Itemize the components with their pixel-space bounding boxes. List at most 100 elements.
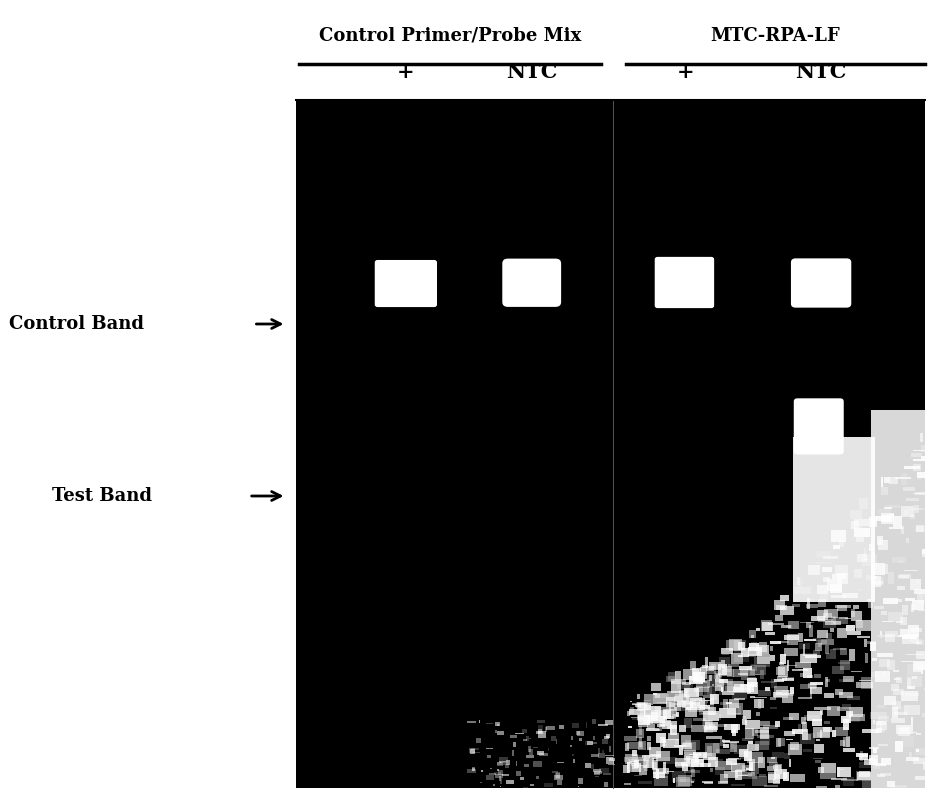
Bar: [654, 767, 669, 774]
Bar: [849, 649, 855, 661]
Bar: [843, 718, 849, 730]
Bar: [604, 782, 608, 787]
Bar: [837, 628, 847, 638]
Bar: [719, 685, 735, 695]
Bar: [660, 716, 667, 726]
Bar: [817, 610, 828, 620]
Bar: [836, 566, 848, 575]
Bar: [706, 666, 714, 671]
Bar: [774, 686, 788, 698]
Bar: [920, 433, 923, 442]
Bar: [871, 576, 881, 586]
Bar: [775, 600, 785, 610]
Bar: [743, 767, 752, 768]
Bar: [557, 780, 562, 786]
Bar: [665, 717, 676, 719]
Bar: [818, 619, 833, 622]
Bar: [592, 754, 599, 758]
Bar: [907, 676, 922, 687]
Bar: [843, 737, 850, 747]
Bar: [731, 784, 746, 786]
Bar: [628, 726, 632, 728]
Bar: [832, 666, 844, 674]
Bar: [677, 701, 693, 706]
Bar: [643, 700, 651, 701]
Bar: [597, 748, 600, 754]
Bar: [899, 728, 910, 736]
Bar: [690, 702, 700, 709]
Bar: [674, 696, 689, 702]
Bar: [896, 621, 902, 622]
Bar: [682, 764, 687, 770]
Bar: [889, 514, 894, 518]
Bar: [577, 786, 579, 787]
Bar: [914, 732, 916, 733]
Bar: [834, 545, 840, 549]
Bar: [880, 773, 891, 775]
Bar: [784, 753, 790, 759]
Bar: [782, 678, 793, 682]
FancyBboxPatch shape: [502, 258, 562, 307]
Bar: [749, 762, 753, 771]
Bar: [783, 647, 798, 655]
Bar: [790, 774, 805, 782]
Bar: [655, 706, 671, 717]
Bar: [675, 707, 685, 711]
Bar: [778, 738, 785, 746]
Bar: [873, 765, 880, 769]
Bar: [481, 782, 483, 783]
Bar: [878, 717, 889, 721]
Bar: [746, 768, 752, 770]
Bar: [529, 738, 531, 739]
Bar: [703, 694, 714, 698]
Bar: [930, 662, 939, 665]
Bar: [554, 775, 562, 780]
Bar: [500, 778, 501, 784]
Bar: [755, 730, 769, 733]
Bar: [837, 767, 839, 778]
Bar: [872, 576, 877, 579]
Bar: [646, 729, 660, 731]
Bar: [495, 722, 500, 726]
Bar: [793, 437, 874, 602]
Bar: [585, 741, 593, 746]
Bar: [808, 598, 809, 609]
Text: Control Band: Control Band: [9, 315, 145, 333]
Bar: [858, 754, 868, 760]
Bar: [808, 626, 813, 637]
Bar: [669, 700, 670, 709]
Bar: [748, 741, 753, 745]
Bar: [669, 672, 676, 682]
Bar: [709, 724, 715, 728]
Bar: [704, 782, 713, 784]
Bar: [877, 729, 885, 732]
Bar: [842, 593, 858, 598]
Bar: [906, 757, 919, 761]
Bar: [788, 634, 797, 646]
Bar: [671, 714, 676, 718]
Bar: [845, 594, 848, 595]
Bar: [691, 759, 704, 766]
Bar: [854, 529, 870, 537]
Bar: [719, 738, 726, 746]
Bar: [739, 750, 747, 758]
Bar: [629, 709, 645, 714]
Bar: [866, 575, 872, 580]
Bar: [756, 711, 761, 716]
Bar: [691, 769, 695, 777]
Bar: [533, 747, 538, 748]
Bar: [530, 750, 532, 755]
Bar: [879, 743, 887, 746]
Bar: [692, 668, 701, 677]
Bar: [779, 606, 794, 615]
Bar: [479, 721, 480, 723]
Bar: [652, 760, 658, 770]
Bar: [838, 767, 851, 777]
Bar: [820, 773, 836, 779]
Bar: [675, 758, 689, 766]
Bar: [675, 671, 681, 682]
Bar: [657, 723, 666, 727]
Bar: [696, 754, 698, 762]
FancyBboxPatch shape: [791, 258, 852, 308]
Bar: [693, 753, 701, 756]
